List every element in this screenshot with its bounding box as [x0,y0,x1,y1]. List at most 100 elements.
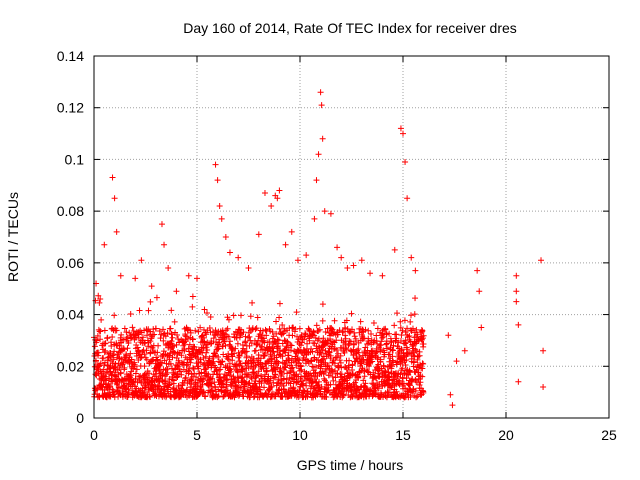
data-point [290,384,297,391]
data-point [225,316,232,323]
data-point [207,313,214,320]
data-point [187,329,194,336]
data-point [230,312,237,319]
data-point [145,374,152,381]
data-point [94,332,101,339]
x-axis-label: GPS time / hours [297,457,404,473]
data-point [246,333,253,340]
data-point [303,382,310,389]
data-point [419,327,426,334]
data-point [245,380,252,387]
data-point [261,384,268,391]
data-point [250,369,257,376]
data-point [333,354,340,361]
data-point [278,371,285,378]
data-point [400,130,406,137]
data-point [242,349,249,356]
x-tick-label: 5 [193,427,201,443]
data-point [388,363,395,370]
x-tick-label: 15 [395,427,411,443]
data-point [128,356,135,363]
data-point [403,375,410,382]
data-point [302,330,309,337]
data-point [390,342,397,349]
data-point [220,393,227,400]
data-point [351,341,358,348]
data-point [225,333,232,340]
data-point [121,346,128,353]
data-point [234,369,241,376]
data-point [171,350,178,357]
data-point [209,375,216,382]
data-point [279,353,286,360]
data-point [327,381,334,388]
data-point [100,355,107,362]
data-point [136,307,143,314]
data-point [309,348,316,355]
data-point [336,357,343,364]
data-point [232,345,239,352]
data-point [378,338,385,345]
data-point [208,340,215,347]
data-point [143,356,150,363]
data-point [126,329,133,336]
data-point [298,366,305,373]
data-point [131,363,138,370]
data-point [282,349,289,356]
data-point [417,379,424,386]
data-point [420,360,427,367]
data-point [275,360,282,367]
data-point [296,325,303,332]
data-point [148,283,155,290]
data-point [174,362,181,369]
data-point [210,358,217,365]
data-point [327,335,334,342]
data-point [330,377,337,384]
data-point [220,330,227,337]
data-point [121,364,128,371]
data-point [112,360,119,367]
data-point [315,327,322,334]
data-point [267,328,274,335]
data-point [138,354,145,361]
data-point [224,376,231,383]
data-point [293,309,300,316]
data-point [401,317,408,324]
data-point [167,360,174,367]
data-point [268,383,275,390]
data-point [447,391,454,398]
grid-lines [94,56,609,418]
data-point [348,310,355,317]
data-point [128,368,135,375]
data-point [325,387,332,394]
data-point [156,363,163,370]
data-point [229,347,236,354]
data-point [254,314,261,321]
chart-title: Day 160 of 2014, Rate Of TEC Index for r… [183,20,517,36]
data-point [209,387,216,394]
data-point [95,363,102,370]
data-point [319,356,326,363]
data-point [157,335,164,342]
data-point [225,356,232,363]
data-point [389,346,396,353]
data-point [217,366,224,373]
data-point [373,347,380,354]
data-point [263,368,270,375]
data-point [387,335,394,342]
data-point [121,325,128,332]
data-point [420,389,427,396]
data-point [393,370,400,377]
data-point [334,370,341,377]
data-point [414,393,421,400]
data-point [453,358,460,365]
data-point [199,388,206,395]
data-point [251,393,258,400]
data-point [368,331,375,337]
data-point [361,373,368,380]
data-point [374,340,381,347]
data-point [240,329,247,336]
data-point [339,329,346,336]
data-point [287,368,294,375]
data-point [369,358,376,365]
